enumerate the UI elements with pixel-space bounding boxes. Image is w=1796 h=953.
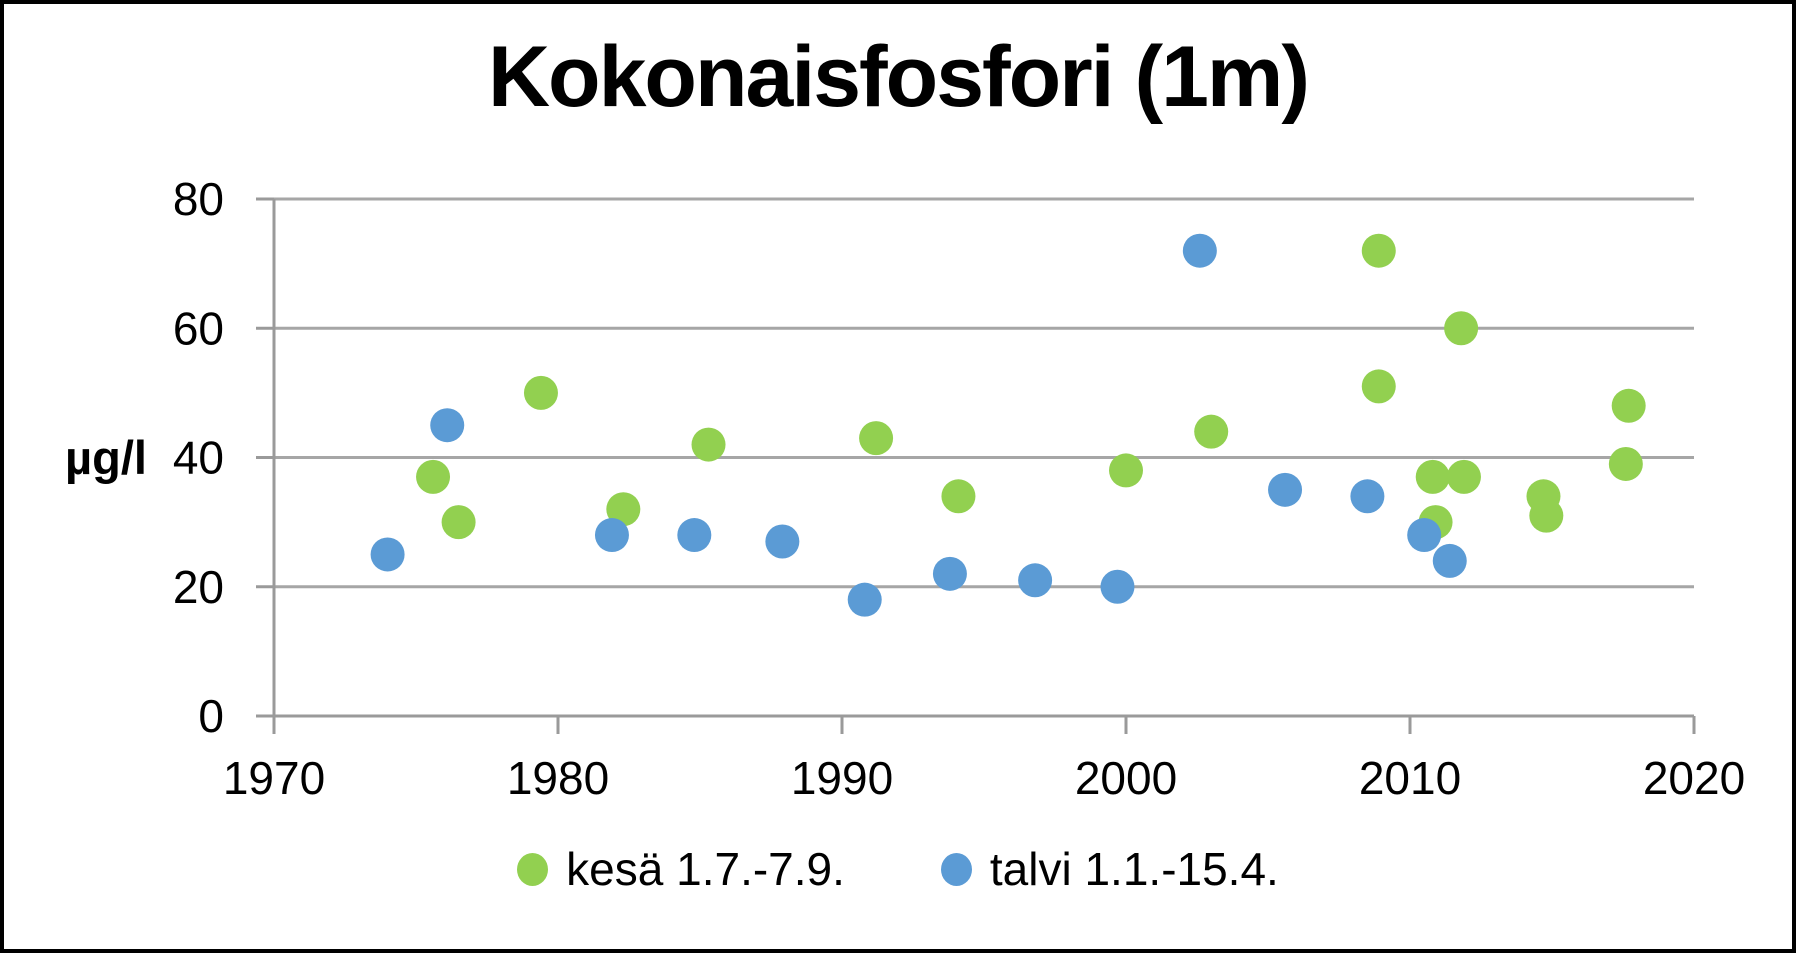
data-point-winter <box>1182 233 1217 268</box>
y-tick-label: 40 <box>173 432 224 484</box>
data-point-summer <box>1446 459 1481 494</box>
data-point-summer <box>1361 369 1396 404</box>
legend-label-winter: talvi 1.1.-15.4. <box>989 843 1279 895</box>
data-point-summer <box>1109 453 1143 488</box>
legend-item-winter: talvi 1.1.-15.4. <box>940 842 1279 896</box>
x-tick-label: 1980 <box>507 752 609 804</box>
data-point-winter <box>932 556 967 591</box>
data-point-winter <box>1407 518 1442 553</box>
y-axis-unit-label: µg/l <box>65 431 147 484</box>
data-point-summer <box>1361 233 1396 268</box>
data-point-winter <box>1018 563 1053 598</box>
x-tick-label: 1990 <box>791 752 893 804</box>
data-point-summer <box>1608 446 1643 481</box>
legend-label-summer: kesä 1.7.-7.9. <box>566 843 845 895</box>
x-tick-label: 2000 <box>1075 752 1177 804</box>
data-point-summer <box>1444 311 1479 346</box>
data-point-summer <box>1194 414 1229 449</box>
y-tick-label: 20 <box>173 561 224 613</box>
data-point-summer <box>416 459 451 494</box>
x-tick-label: 2020 <box>1643 752 1745 804</box>
data-point-summer <box>941 479 976 514</box>
data-point-summer <box>859 421 894 456</box>
data-point-winter <box>430 408 465 443</box>
data-point-summer <box>1415 459 1450 494</box>
data-point-summer <box>1611 388 1646 423</box>
y-tick-label: 60 <box>173 302 224 354</box>
data-point-winter <box>1268 472 1303 507</box>
chart-title: Kokonaisfosfori (1m) <box>487 29 1310 125</box>
data-point-winter <box>677 518 712 553</box>
data-point-winter <box>1350 479 1385 514</box>
x-tick-label: 1970 <box>223 752 325 804</box>
data-point-winter <box>1100 569 1135 604</box>
data-point-summer <box>523 375 558 410</box>
data-point-winter <box>594 518 629 553</box>
data-point-winter <box>370 537 405 572</box>
data-point-winter <box>1432 543 1467 578</box>
x-tick-label: 2010 <box>1359 752 1461 804</box>
scatter-plot: 0 20 40 60 80 1970 1980 1990 2000 2010 2020 <box>173 173 1745 804</box>
y-tick-label: 0 <box>198 690 224 742</box>
winter-series-marker-icon <box>940 852 972 886</box>
data-point-summer <box>606 492 641 527</box>
data-point-summer <box>441 505 476 540</box>
summer-series-marker-icon <box>517 852 549 886</box>
legend: kesä 1.7.-7.9. talvi 1.1.-15.4. <box>4 842 1792 896</box>
y-tick-label: 80 <box>173 173 224 225</box>
data-point-summer <box>691 427 726 462</box>
data-point-winter <box>765 524 800 559</box>
legend-item-summer: kesä 1.7.-7.9. <box>517 842 845 896</box>
data-point-winter <box>847 582 882 617</box>
data-point-summer <box>1529 498 1564 533</box>
